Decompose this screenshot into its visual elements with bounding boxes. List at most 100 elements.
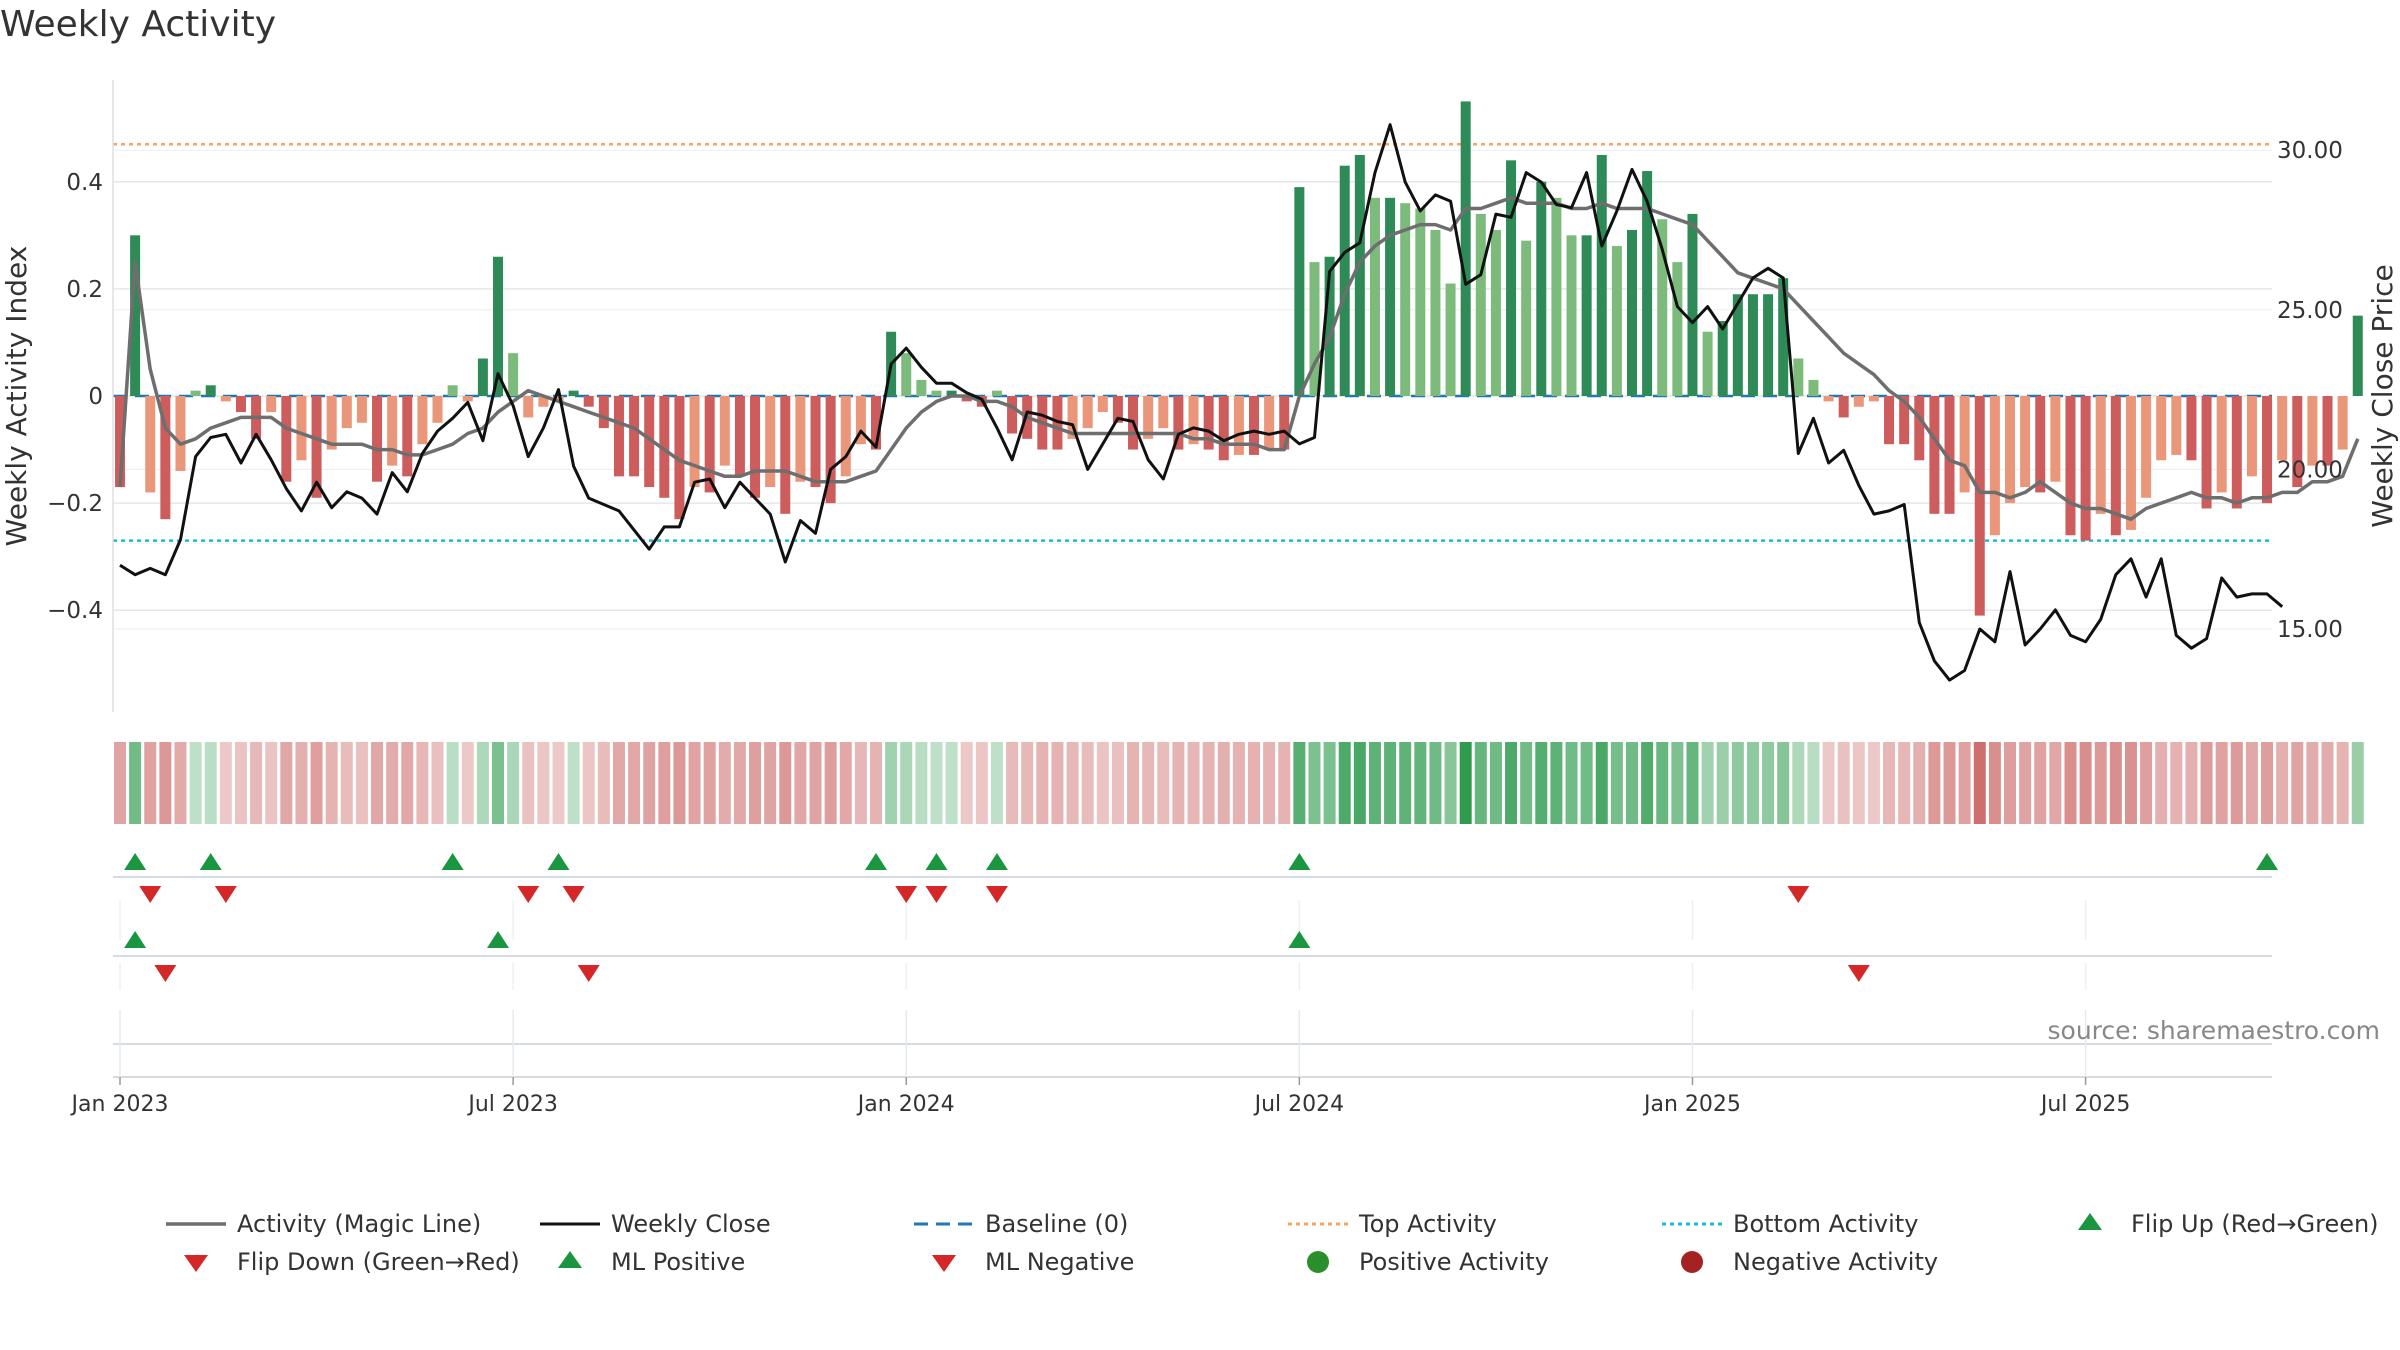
activity-bar <box>387 396 398 466</box>
ml-negative-marker <box>1847 965 1870 982</box>
activity-bar <box>266 396 277 413</box>
activity-bar <box>115 396 125 488</box>
heat-cell <box>2155 742 2168 824</box>
legend-label: Activity (Magic Line) <box>237 1210 481 1238</box>
flip-down-marker <box>985 886 1008 903</box>
heat-cell <box>2124 742 2137 824</box>
legend-label: Positive Activity <box>1359 1248 1549 1276</box>
y-tick-label: −0.2 <box>47 491 103 517</box>
activity-heat-strip <box>114 742 2364 824</box>
activity-bar <box>326 396 337 450</box>
heat-cell <box>2170 742 2183 824</box>
legend-item: Weekly Close <box>540 1210 771 1238</box>
activity-bar <box>795 396 806 482</box>
heat-cell <box>749 742 762 824</box>
heat-cell <box>189 742 202 824</box>
activity-bar <box>1959 396 1970 493</box>
activity-bar <box>372 396 383 482</box>
series-lines <box>118 123 2360 682</box>
activity-bar <box>1324 256 1335 396</box>
activity-bar <box>1415 208 1426 396</box>
heat-cell <box>461 742 474 824</box>
heat-cell <box>1474 742 1487 824</box>
heat-cell <box>809 742 822 824</box>
flip-down-marker <box>562 886 585 903</box>
heat-cell <box>2276 742 2289 824</box>
legend-item: Negative Activity <box>1681 1248 1938 1276</box>
y2-axis-label: Weekly Close Price <box>2366 264 2399 527</box>
activity-bar <box>704 396 715 493</box>
activity-bar <box>1218 396 1229 461</box>
activity-bar <box>1369 197 1380 396</box>
activity-bar <box>2277 396 2288 461</box>
activity-bar <box>1385 197 1396 396</box>
activity-bar <box>2065 396 2076 536</box>
heat-cell <box>1157 742 1170 824</box>
activity-bar <box>2262 396 2273 504</box>
activity-bar <box>1747 294 1758 396</box>
heat-cell <box>2079 742 2092 824</box>
activity-bar <box>553 396 564 402</box>
x-tick-label: Jul 2025 <box>2039 1092 2131 1117</box>
activity-bar <box>991 390 1002 396</box>
heat-cell <box>159 742 172 824</box>
activity-bar <box>1354 154 1365 396</box>
activity-bar <box>583 396 594 407</box>
flip-markers: source: sharemaestro.com <box>113 853 2380 1078</box>
activity-bar <box>1536 181 1547 396</box>
heat-cell <box>643 742 656 824</box>
heat-cell <box>2004 742 2016 824</box>
activity-bar <box>2246 396 2257 477</box>
activity-bar <box>1551 197 1562 396</box>
activity-bar <box>2050 396 2061 482</box>
heat-cell <box>945 742 958 824</box>
activity-bar <box>296 396 307 461</box>
activity-bar <box>508 353 519 396</box>
heat-cell <box>2094 742 2107 824</box>
heat-cell <box>234 742 247 824</box>
activity-bar <box>1566 235 1577 396</box>
heat-cell <box>1898 742 1911 824</box>
heat-cell <box>2049 742 2062 824</box>
heat-cell <box>1021 742 1034 824</box>
heat-cell <box>507 742 520 824</box>
activity-bar <box>2080 396 2091 541</box>
ml-negative-marker <box>577 965 600 982</box>
heat-cell <box>854 742 867 824</box>
heat-cell <box>1550 742 1563 824</box>
heat-cell <box>1006 742 1019 824</box>
activity-bar <box>598 396 609 429</box>
heat-cell <box>1701 742 1714 824</box>
legend-swatch-down-triangle <box>184 1255 208 1272</box>
activity-bar <box>1929 396 1940 514</box>
heat-cell <box>446 742 459 824</box>
heat-cell <box>1580 742 1593 824</box>
flip-up-marker <box>925 853 948 870</box>
heat-cell <box>2019 742 2032 824</box>
heat-cell <box>1520 742 1533 824</box>
flip-up-marker <box>2256 853 2279 870</box>
activity-bar <box>1400 203 1411 396</box>
heat-cell <box>1716 742 1729 824</box>
activity-bar <box>1611 246 1622 396</box>
activity-bar <box>1717 321 1728 396</box>
activity-bar <box>2337 396 2348 450</box>
legend-item: ML Positive <box>558 1248 745 1276</box>
activity-bar <box>1627 229 1637 396</box>
activity-bar <box>1233 396 1244 455</box>
heat-cell <box>1762 742 1775 824</box>
legend-item: ML Negative <box>932 1248 1134 1276</box>
heat-cell <box>1807 742 1820 824</box>
activity-bar <box>2352 315 2363 396</box>
x-tick-label: Jan 2024 <box>856 1092 955 1117</box>
heat-cell <box>2034 742 2047 824</box>
activity-bar <box>2005 396 2015 504</box>
activity-bar <box>130 235 141 396</box>
heat-cell <box>1913 742 1926 824</box>
activity-bar <box>1173 396 1184 450</box>
activity-bar <box>190 390 201 396</box>
heat-cell <box>114 742 126 824</box>
legend-label: ML Positive <box>611 1248 745 1276</box>
heat-cell <box>1958 742 1971 824</box>
